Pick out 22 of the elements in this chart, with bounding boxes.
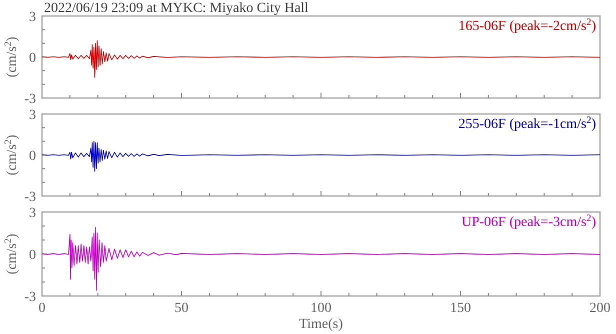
line-series: [42, 227, 600, 291]
y-tick-label: -3: [24, 92, 36, 107]
line-series: [42, 140, 600, 172]
series-label: UP-06F (peak=-3cm/s$^{2}$): [461, 212, 596, 230]
x-tick-label: 200: [590, 301, 610, 316]
y-tick-label: 0: [29, 51, 36, 66]
y-tick-label: -3: [24, 290, 36, 305]
y-tick-label: -3: [24, 190, 36, 205]
series-label: 255-06F (peak=-1cm/s$^{2}$): [458, 114, 596, 132]
x-axis-title: Time(s): [299, 317, 344, 332]
line-series: [42, 40, 600, 78]
x-tick-label: 150: [450, 301, 471, 316]
y-tick-label: 0: [29, 248, 36, 263]
chart-title: 2022/06/19 23:09 at MYKC: Miyako City Hall: [44, 1, 309, 16]
y-tick-label: 3: [29, 10, 36, 25]
y-tick-label: 0: [29, 149, 36, 164]
x-tick-label: 100: [310, 301, 332, 316]
series-label: 165-06F (peak=-2cm/s$^{2}$): [458, 16, 596, 34]
y-tick-label: 3: [29, 108, 36, 123]
x-tick-label: 0: [38, 301, 46, 316]
y-tick-label: 3: [29, 206, 36, 221]
x-tick-label: 50: [174, 301, 188, 316]
